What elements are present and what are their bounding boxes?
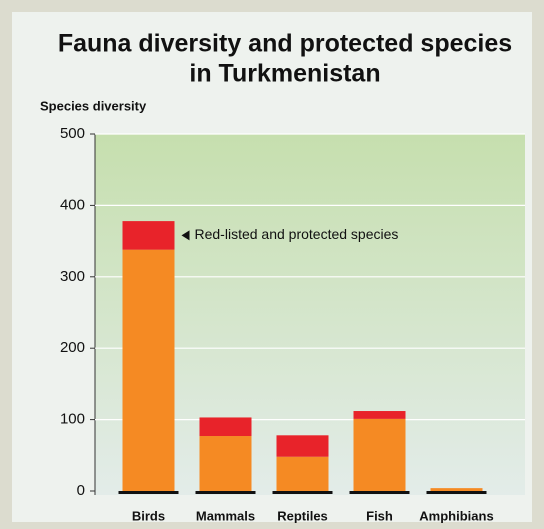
- chart-title: Fauna diversity and protected species: [58, 30, 512, 58]
- bar-segment: [353, 411, 406, 419]
- y-tick-label: 500: [60, 125, 85, 142]
- bar-segment: [276, 435, 329, 457]
- y-tick-label: 0: [77, 482, 85, 499]
- legend-label: Red-listed and protected species: [195, 226, 399, 242]
- bar-segment: [122, 221, 175, 250]
- x-tick-label: Birds: [132, 508, 165, 523]
- x-tick-label: Reptiles: [277, 508, 328, 523]
- y-tick-label: 200: [60, 339, 85, 356]
- bar-segment: [430, 488, 483, 491]
- y-tick-label: 300: [60, 268, 85, 285]
- bar-segment: [353, 418, 406, 491]
- legend-arrow: [181, 230, 190, 241]
- y-tick-label: 400: [60, 196, 85, 213]
- x-tick-label: Mammals: [196, 508, 255, 523]
- x-tick-label: Fish: [366, 508, 393, 523]
- bar-segment: [276, 456, 329, 491]
- chart-title: in Turkmenistan: [189, 60, 380, 88]
- bar-segment: [199, 436, 252, 491]
- x-tick-label: Amphibians: [419, 508, 493, 523]
- bar-segment: [199, 417, 252, 437]
- y-axis-label: Species diversity: [40, 98, 147, 113]
- bar-segment: [122, 249, 175, 491]
- y-tick-label: 100: [60, 411, 85, 428]
